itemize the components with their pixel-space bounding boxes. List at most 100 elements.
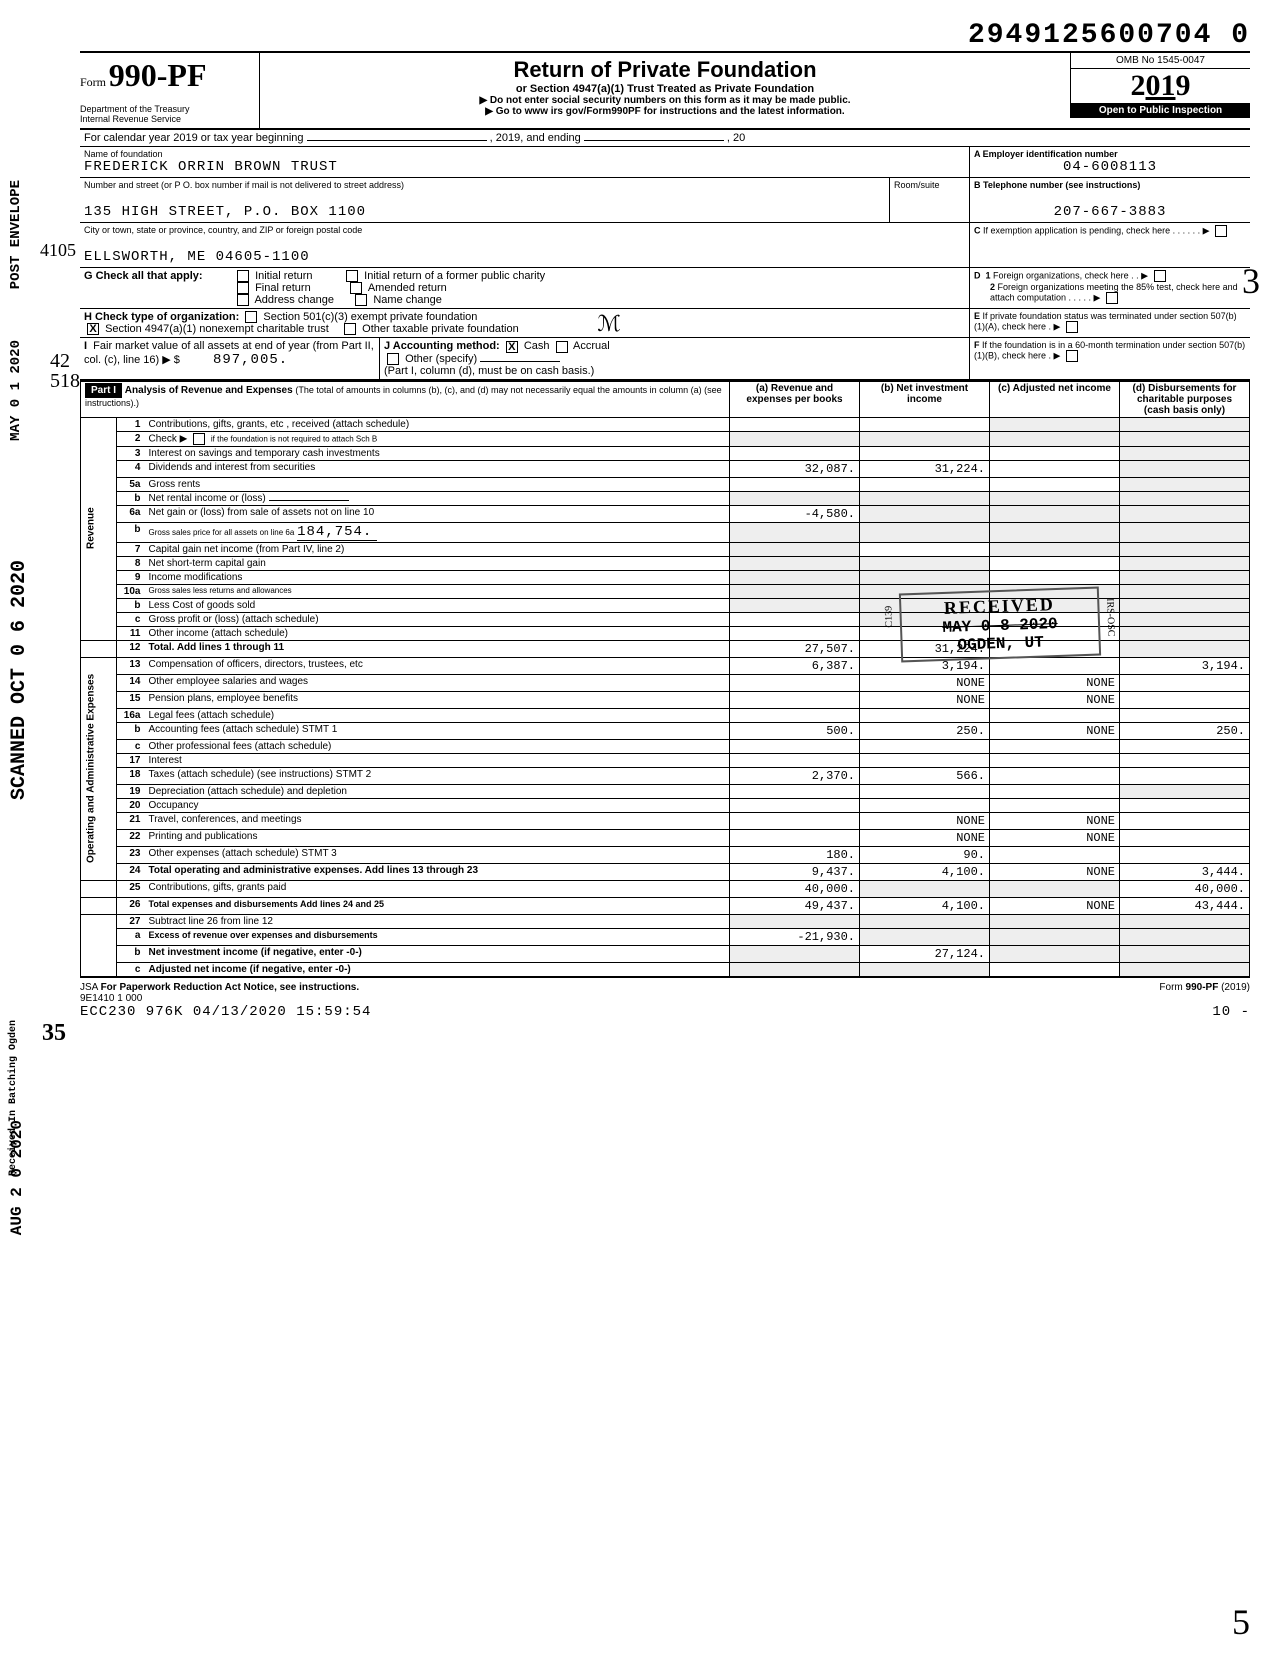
line-24-c: NONE <box>990 863 1120 880</box>
line-6a-a: -4,580. <box>730 505 860 522</box>
line-20: Occupancy <box>144 798 729 812</box>
line-16b-c: NONE <box>990 722 1120 739</box>
line-27b: Net investment income (if negative, ente… <box>148 947 361 958</box>
footer-stamp-line: ECC230 976K 04/13/2020 15:59:54 <box>80 1004 371 1020</box>
part1-title: Analysis of Revenue and Expenses <box>125 385 293 396</box>
line2-checkbox[interactable] <box>193 433 205 445</box>
f-label: If the foundation is in a 60-month termi… <box>974 340 1245 360</box>
telephone: 207-667-3883 <box>974 204 1246 220</box>
city: ELLSWORTH, ME 04605-1100 <box>84 249 965 265</box>
form-number: 990-PF <box>109 57 207 93</box>
c-checkbox[interactable] <box>1215 225 1227 237</box>
line-10a: Gross sales less returns and allowances <box>144 584 729 598</box>
footer-form: Form 990-PF (2019) <box>1159 982 1250 993</box>
j-cash: Cash <box>524 340 550 352</box>
line-10b: Less Cost of goods sold <box>144 598 729 612</box>
instruction-line-1: ▶ Do not enter social security numbers o… <box>268 95 1062 106</box>
city-label: City or town, state or province, country… <box>84 225 965 235</box>
tax-year: 2019 <box>1071 69 1250 103</box>
g-initial-checkbox[interactable] <box>237 270 249 282</box>
line-24: Total operating and administrative expen… <box>148 865 478 876</box>
part1-table: Part I Analysis of Revenue and Expenses … <box>80 381 1250 978</box>
footer: JSA For Paperwork Reduction Act Notice, … <box>80 982 1250 1020</box>
g-final-checkbox[interactable] <box>237 282 249 294</box>
line-18: Taxes (attach schedule) (see instruction… <box>144 767 729 784</box>
line-16b-b: 250. <box>860 722 990 739</box>
name-label: Name of foundation <box>84 149 965 159</box>
line-25-d: 40,000. <box>1120 880 1250 897</box>
h-4947: Section 4947(a)(1) nonexempt charitable … <box>105 323 329 335</box>
g-amended-checkbox[interactable] <box>350 282 362 294</box>
h-501-checkbox[interactable] <box>245 311 257 323</box>
h-4947-checkbox[interactable]: X <box>87 323 99 335</box>
ending-label: , 2019, and ending <box>490 132 581 144</box>
line-14-c: NONE <box>990 674 1120 691</box>
margin-4105: 4105 <box>40 240 76 261</box>
e-checkbox[interactable] <box>1066 321 1078 333</box>
line-24-a: 9,437. <box>730 863 860 880</box>
j-other-checkbox[interactable] <box>387 353 399 365</box>
g-addr-checkbox[interactable] <box>237 294 249 306</box>
received-stamp: RECEIVED MAY 0 8 2020 OGDEN, UT C139 IRS… <box>899 587 1101 663</box>
j-cash-checkbox[interactable]: X <box>506 341 518 353</box>
tel-label: B Telephone number (see instructions) <box>974 180 1246 190</box>
line-13-d: 3,194. <box>1120 657 1250 674</box>
line-9: Income modifications <box>144 570 729 584</box>
margin-518: 518 <box>50 370 80 393</box>
side-revenue: Revenue <box>81 417 117 640</box>
line-6a: Net gain or (loss) from sale of assets n… <box>144 505 729 522</box>
line-27a: Excess of revenue over expenses and disb… <box>148 930 377 940</box>
margin-may: MAY 0 1 2020 <box>8 340 24 441</box>
top-code: 2949125600704 0 <box>80 20 1250 51</box>
omb-number: OMB No 1545-0047 <box>1071 53 1250 69</box>
line-1: Contributions, gifts, grants, etc , rece… <box>144 417 729 431</box>
line-18-b: 566. <box>860 767 990 784</box>
line-11: Other income (attach schedule) <box>144 626 729 640</box>
h-501: Section 501(c)(3) exempt private foundat… <box>263 311 477 323</box>
line-6b-val: 184,754. <box>297 524 377 541</box>
d2-checkbox[interactable] <box>1106 292 1118 304</box>
col-a-header: (a) Revenue and expenses per books <box>730 381 860 417</box>
h-other: Other taxable private foundation <box>362 323 519 335</box>
j-label: J Accounting method: <box>384 340 500 352</box>
g-amended: Amended return <box>368 282 447 294</box>
fmv-value: 897,005. <box>183 352 288 368</box>
line-15: Pension plans, employee benefits <box>144 691 729 708</box>
line-27b-b: 27,124. <box>860 945 990 962</box>
margin-postmark: POST ENVELOPE <box>8 180 24 289</box>
g-name: Name change <box>373 294 442 306</box>
line-22: Printing and publications <box>144 829 729 846</box>
g-final: Final return <box>255 282 311 294</box>
line-16b-d: 250. <box>1120 722 1250 739</box>
line-25-a: 40,000. <box>730 880 860 897</box>
line-22-c: NONE <box>990 829 1120 846</box>
line-16b: Accounting fees (attach schedule) STMT 1 <box>144 722 729 739</box>
g-initial-former-checkbox[interactable] <box>346 270 358 282</box>
j-note: (Part I, column (d), must be on cash bas… <box>384 365 594 377</box>
g-name-checkbox[interactable] <box>355 294 367 306</box>
j-accrual: Accrual <box>573 340 610 352</box>
line-15-c: NONE <box>990 691 1120 708</box>
line-5a: Gross rents <box>144 477 729 491</box>
line-14: Other employee salaries and wages <box>144 674 729 691</box>
line-16b-a: 500. <box>730 722 860 739</box>
form-title: Return of Private Foundation <box>268 57 1062 83</box>
f-checkbox[interactable] <box>1066 350 1078 362</box>
g-label: G Check all that apply: <box>84 270 203 282</box>
line-10c: Gross profit or (loss) (attach schedule) <box>144 612 729 626</box>
g-addr: Address change <box>254 294 334 306</box>
footer-paperwork: For Paperwork Reduction Act Notice, see … <box>101 982 360 993</box>
j-other: Other (specify) <box>405 353 477 365</box>
line-27a-a: -21,930. <box>730 928 860 945</box>
line-21-b: NONE <box>860 812 990 829</box>
d1-checkbox[interactable] <box>1154 270 1166 282</box>
j-accrual-checkbox[interactable] <box>556 341 568 353</box>
h-other-checkbox[interactable] <box>344 323 356 335</box>
line-19: Depreciation (attach schedule) and deple… <box>144 784 729 798</box>
address: 135 HIGH STREET, P.O. BOX 1100 <box>84 204 885 220</box>
addr-label: Number and street (or P O. box number if… <box>84 180 885 190</box>
dept-irs: Internal Revenue Service <box>80 114 251 124</box>
form-subtitle: or Section 4947(a)(1) Trust Treated as P… <box>268 83 1062 95</box>
line-16a: Legal fees (attach schedule) <box>144 708 729 722</box>
side-expenses: Operating and Administrative Expenses <box>81 657 117 880</box>
